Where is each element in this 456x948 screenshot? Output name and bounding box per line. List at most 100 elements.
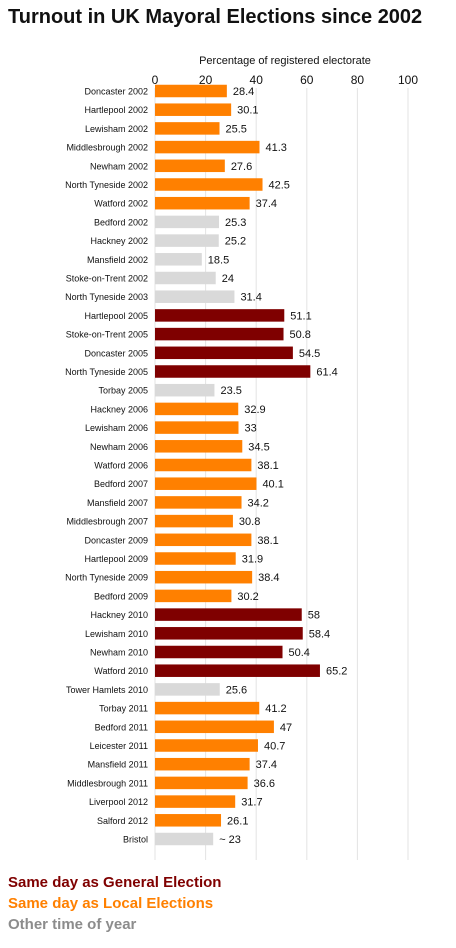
- category-label: Hartlepool 2005: [84, 311, 148, 321]
- bar: [155, 234, 219, 247]
- category-label: Mansfield 2007: [87, 498, 148, 508]
- bar: [155, 701, 260, 715]
- category-label: Watford 2002: [94, 199, 148, 209]
- category-label: Stoke-on-Trent 2005: [66, 330, 148, 340]
- bar-value-label: 51.1: [290, 310, 311, 322]
- bar: [155, 776, 248, 790]
- bar: [155, 533, 252, 547]
- bar: [155, 346, 293, 360]
- category-label: Middlesbrough 2002: [66, 143, 148, 153]
- category-label: Stoke-on-Trent 2002: [66, 274, 148, 284]
- bar-value-label: 30.2: [237, 591, 258, 603]
- bar-value-label: 50.4: [289, 647, 310, 659]
- bar: [155, 683, 220, 696]
- bar-value-label: 31.9: [242, 554, 263, 566]
- bar: [155, 178, 263, 191]
- category-label: Mansfield 2002: [87, 255, 148, 265]
- bar: [155, 402, 239, 416]
- bars: Doncaster 2002 28.4 Hartlepool 2002 30.1 Lew…: [65, 84, 347, 846]
- bar: [155, 103, 232, 116]
- category-label: Torbay 2011: [99, 704, 148, 714]
- bar-value-label: 50.8: [290, 329, 311, 341]
- bar: [155, 196, 250, 210]
- category-label: Newham 2002: [90, 161, 148, 171]
- category-label: North Tyneside 2003: [65, 292, 148, 302]
- category-label: North Tyneside 2009: [65, 573, 148, 583]
- category-label: Bedford 2009: [94, 591, 148, 601]
- bar: [155, 795, 236, 808]
- bar: [155, 309, 285, 322]
- legend-item-general: Same day as General Election: [8, 874, 222, 891]
- category-label: Mansfield 2011: [88, 760, 148, 770]
- legend: Same day as General Election Same day as …: [8, 872, 221, 935]
- bar-value-label: 65.2: [326, 666, 347, 678]
- category-label: Bedford 2007: [94, 479, 148, 489]
- bar: [155, 327, 284, 341]
- category-label: Leicester 2011: [90, 741, 148, 751]
- bar: [155, 421, 239, 434]
- bar: [155, 552, 236, 565]
- bar-value-label: 47: [280, 722, 292, 734]
- legend-item-local: Same day as Local Elections: [8, 895, 214, 912]
- bar-value-label: 25.6: [226, 684, 247, 696]
- bar-value-label: 40.7: [264, 741, 285, 753]
- bar: [155, 215, 220, 229]
- bar-value-label: 37.4: [256, 198, 277, 210]
- bar-value-label: 24: [222, 273, 234, 285]
- category-label: Doncaster 2002: [84, 87, 148, 97]
- bar-value-label: 25.2: [225, 236, 246, 248]
- bar-value-label: 58.4: [309, 628, 330, 640]
- bar: [155, 290, 235, 303]
- bar: [155, 757, 250, 771]
- bar: [155, 365, 311, 378]
- bar-value-label: 30.1: [237, 105, 258, 117]
- x-tick-label: 100: [398, 73, 418, 87]
- bar: [155, 440, 243, 453]
- bar-value-label: 38.1: [257, 535, 278, 547]
- bar: [155, 159, 225, 173]
- x-tick-label: 20: [199, 73, 213, 87]
- category-label: Hartlepool 2002: [84, 105, 148, 115]
- category-label: Hackney 2002: [90, 236, 148, 246]
- category-label: Newham 2010: [90, 648, 148, 658]
- legend-item-other: Other time of year: [8, 916, 137, 933]
- bar-value-label: 54.5: [299, 348, 320, 360]
- bar-value-label: 25.3: [225, 217, 246, 229]
- category-label: Doncaster 2009: [84, 535, 148, 545]
- chart-title: Turnout in UK Mayoral Elections since 20…: [8, 6, 423, 28]
- x-axis-label: Percentage of registered electorate: [199, 55, 371, 67]
- bar-value-label: 37.4: [256, 759, 277, 771]
- category-label: Newham 2006: [90, 442, 148, 452]
- category-label: Watford 2006: [94, 461, 148, 471]
- category-label: Doncaster 2005: [84, 348, 148, 358]
- x-tick-label: 60: [300, 73, 314, 87]
- bar-value-label: 27.6: [231, 161, 252, 173]
- bar-value-label: 30.8: [239, 516, 260, 528]
- x-axis-ticks: 0 20 40 60 80 100: [152, 73, 419, 87]
- bar-value-label: 34.5: [248, 441, 269, 453]
- bar: [155, 122, 220, 135]
- bar: [155, 664, 320, 677]
- category-label: Hackney 2006: [90, 404, 148, 414]
- category-label: Tower Hamlets 2010: [66, 685, 148, 695]
- bar: [155, 720, 274, 734]
- x-tick-label: 0: [152, 73, 159, 87]
- bar: [155, 253, 202, 266]
- bar-value-label: 25.5: [226, 123, 247, 135]
- bar: [155, 832, 214, 846]
- category-label: Middlesbrough 2007: [66, 517, 148, 527]
- category-label: Bristol: [123, 835, 148, 845]
- bar: [155, 814, 222, 827]
- bar-value-label: 23.5: [220, 385, 241, 397]
- bar-value-label: 28.4: [233, 86, 254, 98]
- bar: [155, 477, 257, 490]
- category-label: Torbay 2005: [98, 386, 148, 396]
- category-label: Lewisham 2006: [85, 423, 148, 433]
- bar-value-label: 61.4: [316, 367, 337, 379]
- category-label: Hartlepool 2009: [84, 554, 148, 564]
- bar-value-label: 18.5: [208, 254, 229, 266]
- bar-value-label: 42.5: [269, 180, 290, 192]
- bar-value-label: 31.4: [240, 292, 261, 304]
- bar-value-label: 41.2: [265, 703, 286, 715]
- bar: [155, 608, 302, 621]
